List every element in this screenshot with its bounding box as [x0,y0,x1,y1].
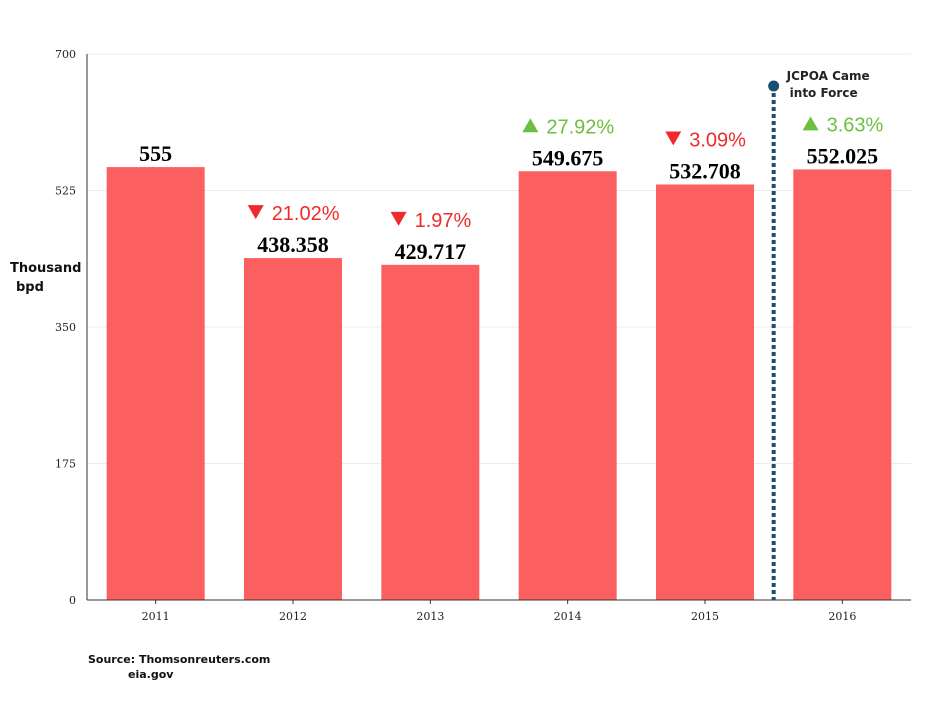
jcpoa-annotation: JCPOA Came into Force [768,69,870,600]
y-axis-label-line-2: bpd [16,280,44,295]
y-tick-labels: 0 175 350 525 700 [55,48,76,607]
x-tick-label-2014: 2014 [554,610,582,623]
y-tick-label: 0 [69,594,76,607]
change-label-2013: 1.97% [415,210,472,232]
x-tick-label-2013: 2013 [416,610,444,623]
x-tick-labels: 2011 2012 2013 2014 2015 2016 [142,600,856,623]
x-tick-label-2015: 2015 [691,610,719,623]
value-label-2015: 532.708 [669,158,741,183]
x-tick-label-2016: 2016 [828,610,856,623]
change-label-2015: 3.09% [689,129,746,151]
change-labels: 21.02% 1.97% 27.92% 3.09% 3.63% [247,114,884,232]
bar-2014 [518,171,617,601]
x-tick-label-2012: 2012 [279,610,307,623]
gridlines [87,53,911,464]
x-tick-label-2011: 2011 [142,610,170,623]
bar-2012 [244,258,342,600]
change-arrow-down [390,211,407,226]
bar-2011 [106,167,205,600]
value-label-2016: 552.025 [807,143,879,168]
bar-2013 [381,264,480,600]
bar-2015 [656,184,754,600]
y-axis-label-line-1: Thousand [10,261,81,276]
source-note: Source: Thomsonreuters.com eia.gov [88,652,270,682]
jcpoa-label-line-1: JCPOA Came [786,69,870,83]
bar-2016 [793,169,892,600]
source-line-1: Source: Thomsonreuters.com [88,653,271,666]
change-arrow-up [802,116,819,131]
change-label-2016: 3.63% [827,114,884,136]
y-tick-label: 350 [55,321,76,334]
jcpoa-label-line-2: into Force [790,86,858,100]
jcpoa-marker-dot [768,80,780,92]
value-label-2014: 549.675 [532,145,604,170]
value-labels: 555 438.358 429.717 549.675 532.708 552.025 [139,141,878,264]
y-tick-label: 525 [55,185,76,198]
change-label-2014: 27.92% [546,116,614,138]
change-arrow-down [247,205,264,220]
value-label-2011: 555 [139,141,172,166]
bars [106,167,892,601]
value-label-2012: 438.358 [257,232,329,257]
y-tick-label: 175 [55,458,76,471]
change-arrow-down [665,131,682,146]
y-tick-label: 700 [55,48,76,61]
change-arrow-up [522,118,539,133]
source-line-2: eia.gov [128,668,174,681]
change-label-2012: 21.02% [272,203,340,225]
bar-chart: 0 175 350 525 700 2011 2012 2013 2014 2015 2016 5… [10,48,911,623]
value-label-2013: 429.717 [395,239,467,264]
